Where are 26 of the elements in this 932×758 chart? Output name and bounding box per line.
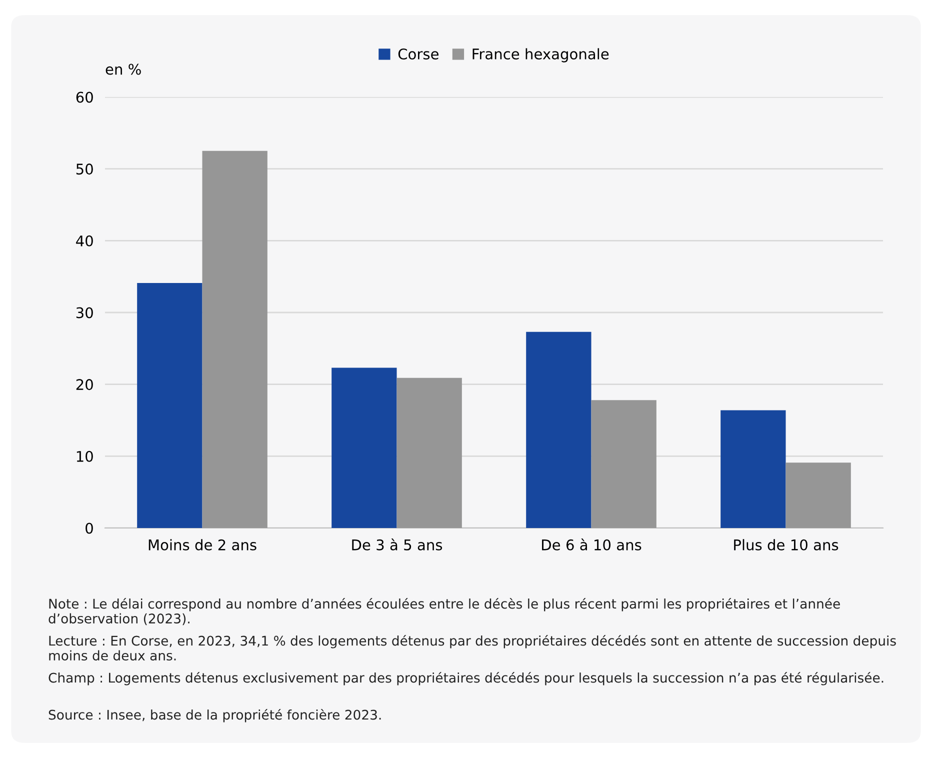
source-note: Source : Insee, base de la propriété foncière 2023. [48, 709, 381, 722]
bar [786, 462, 851, 528]
x-tick-label: Plus de 10 ans [734, 539, 838, 550]
text: Champ : Logements détenus exclusivement par des propriétaires décédés pour lesquels la succession n’a pas été régularisée. [48, 672, 884, 686]
y-tick-label: 50 [76, 164, 93, 175]
text: Lecture : En Corse, en 2023, 34,1 % des logements détenus par des propriétaires décédés sont en attente de succession depuis moins de deux ans. [49, 635, 896, 661]
y-tick-label: 0 [86, 522, 93, 534]
y-tick-label: 10 [76, 450, 93, 462]
legend-label: Corse [398, 48, 438, 60]
x-tick-label: De 3 à 5 ans [352, 538, 442, 550]
bar [202, 150, 268, 528]
y-tick-label: 40 [76, 235, 93, 246]
bar [720, 410, 786, 528]
y-tick-label: 20 [76, 379, 93, 390]
x-tick-label: Moins de 2 ans [148, 539, 256, 550]
y-tick-label: 60 [76, 92, 93, 103]
y-tick-label: 30 [76, 307, 93, 318]
bar [332, 368, 397, 528]
bar [591, 400, 656, 528]
text: Note : Le délai correspond au nombre d’années écoulées entre le décès le plus récent parmi les propriétaires et l’année d’observation (2023). [48, 598, 840, 626]
y-axis-title: en % [106, 64, 141, 75]
x-tick-label: De 6 à 10 ans [542, 538, 642, 550]
bar [396, 378, 462, 528]
bar [137, 283, 202, 528]
bar [526, 332, 592, 528]
legend-label: France hexagonale [472, 48, 609, 62]
